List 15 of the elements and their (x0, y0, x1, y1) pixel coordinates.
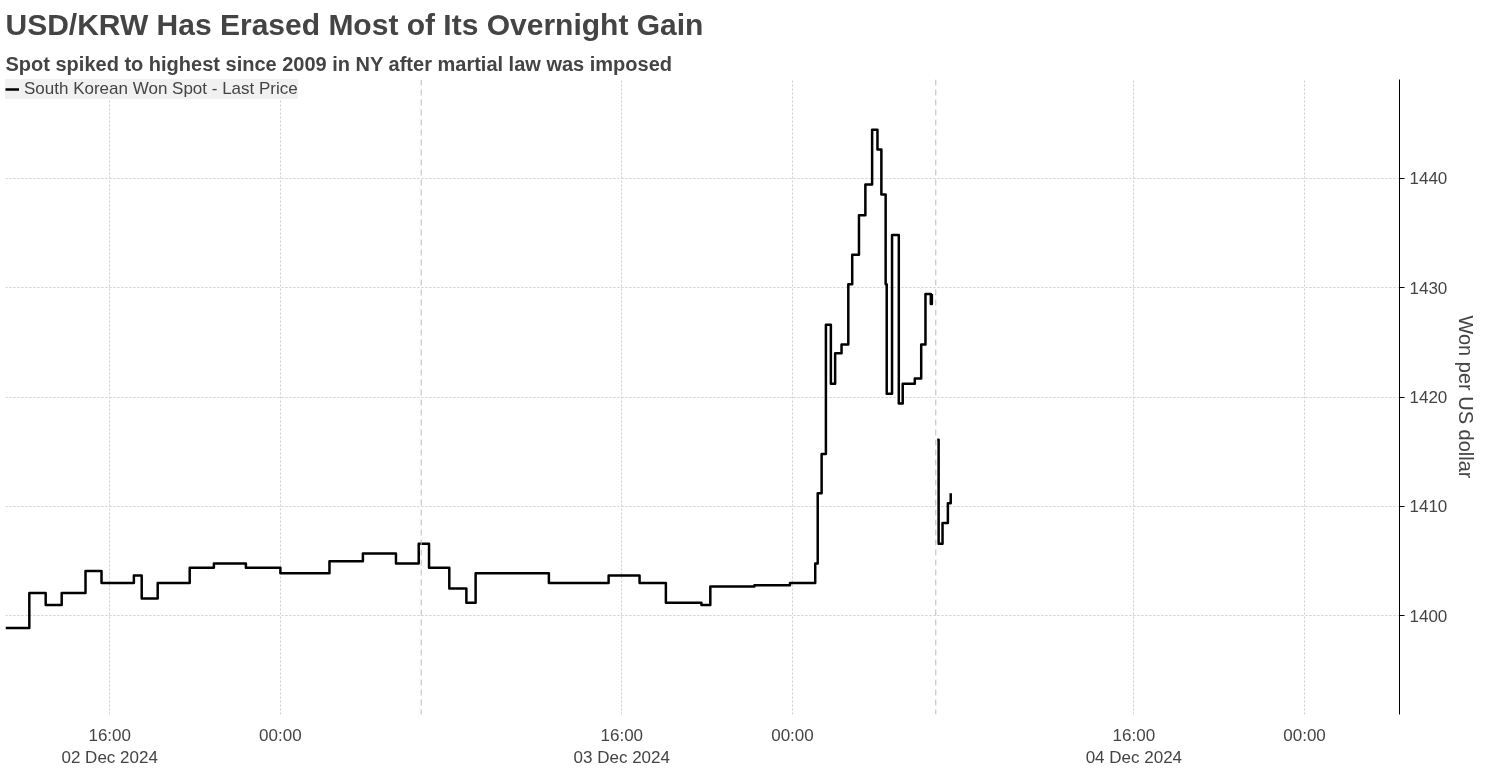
x-tick-label: 00:00 (1283, 725, 1326, 745)
y-axis-title: Won per US dollar (1455, 315, 1478, 479)
x-tick-label: 16:00 03 Dec 2024 (573, 725, 670, 768)
y-tick-label: 1400 (1409, 606, 1448, 626)
y-tick-label: 1440 (1409, 169, 1448, 189)
y-tick-label: 1420 (1409, 388, 1448, 407)
y-tick-label: 1410 (1409, 497, 1448, 517)
x-tick-label: 00:00 (259, 725, 302, 745)
chart-title: USD/KRW Has Erased Most of Its Overnight Gain (5, 7, 704, 41)
y-tick-label: 1430 (1409, 278, 1448, 298)
x-tick-label: 00:00 (771, 725, 814, 745)
legend-label: South Korean Won Spot - Last Price (24, 79, 298, 99)
chart-subtitle: Spot spiked to highest since 2009 in NY after martial law was imposed (5, 52, 673, 75)
x-tick-label: 16:00 02 Dec 2024 (61, 725, 158, 768)
x-tick-label: 16:00 04 Dec 2024 (1085, 725, 1183, 768)
